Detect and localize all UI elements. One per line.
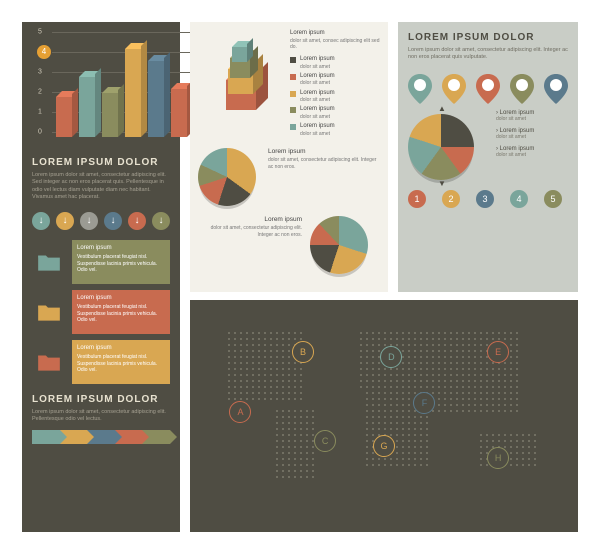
map-pin-icon: [510, 74, 534, 104]
folder-icon: [32, 340, 66, 384]
y-axis-label: 5: [38, 29, 42, 36]
triangle-up-icon: ▲: [438, 104, 446, 113]
map-pin-icon: [476, 74, 500, 104]
highlighted-tick-badge: 4: [37, 45, 51, 59]
bar: [148, 61, 164, 137]
arrow-down-icon: ↓: [32, 212, 50, 230]
legend-item: Lorem ipsumdolor sit amet: [290, 123, 380, 137]
map-marker: B: [292, 341, 314, 363]
arrow-down-icon: ↓: [80, 212, 98, 230]
y-axis-label: 1: [38, 109, 42, 116]
right-panel: LOREM IPSUM DOLOR Lorem ipsum dolor sit …: [398, 22, 578, 292]
step-badge: 1: [408, 190, 432, 208]
y-axis-label: 0: [38, 129, 42, 136]
pie-chart-2: [310, 216, 368, 274]
map-marker: E: [487, 341, 509, 363]
bar: [102, 93, 118, 137]
left-body: Lorem ipsum dolor sit amet, consectetur …: [32, 172, 170, 202]
map-pin-icon: [442, 74, 466, 104]
pie1-title: Lorem ipsum: [268, 148, 380, 156]
dotted-world-map: ABCDEFGH: [200, 310, 568, 522]
folder-list: Lorem ipsumVestibulum placerat feugiat n…: [32, 240, 170, 384]
folder-row: Lorem ipsumVestibulum placerat feugiat n…: [32, 290, 170, 334]
folder-icon: [32, 240, 66, 284]
pie-legend-item: › Lorem ipsumdolor sit amet: [496, 146, 568, 158]
pie-chart-3: [408, 114, 474, 180]
left-title-2: LOREM IPSUM DOLOR: [32, 394, 170, 405]
triangle-down-icon: ▼: [438, 179, 446, 188]
folder-text: Lorem ipsumVestibulum placerat feugiat n…: [72, 340, 170, 384]
stacked-cubes: [198, 30, 284, 110]
bar: [56, 97, 72, 137]
arrow-icons-row: ↓ ↓ ↓ ↓ ↓ ↓: [32, 212, 170, 230]
map-marker: G: [373, 435, 395, 457]
pie2-title: Lorem ipsum: [198, 216, 302, 224]
map-marker: H: [487, 447, 509, 469]
folder-icon: [32, 290, 66, 334]
bar: [79, 77, 95, 137]
folder-text: Lorem ipsumVestibulum placerat feugiat n…: [72, 290, 170, 334]
step-badge: 5: [544, 190, 568, 208]
bar: [125, 49, 141, 137]
step-badge: 4: [510, 190, 534, 208]
folder-row: Lorem ipsumVestibulum placerat feugiat n…: [32, 240, 170, 284]
right-body: Lorem ipsum dolor sit amet, consectetur …: [408, 47, 568, 62]
world-map-panel: ABCDEFGH: [190, 300, 578, 532]
cube: [232, 47, 247, 62]
pie-chart-1: [198, 148, 256, 206]
map-pins-row: [408, 74, 568, 104]
legend-item: Lorem ipsumdolor sit amet: [290, 90, 380, 104]
cubes-title: Lorem ipsum: [290, 30, 325, 36]
left-title: LOREM IPSUM DOLOR: [32, 157, 170, 168]
arrow-down-icon: ↓: [152, 212, 170, 230]
pie-legend-item: › Lorem ipsumdolor sit amet: [496, 110, 568, 122]
mid-panel: Lorem ipsum dolor sit amet, consec adipi…: [190, 22, 388, 292]
map-marker: D: [380, 346, 402, 368]
map-marker: A: [229, 401, 251, 423]
folder-text: Lorem ipsumVestibulum placerat feugiat n…: [72, 240, 170, 284]
left-panel: 0123445 LOREM IPSUM DOLOR Lorem ipsum do…: [22, 22, 180, 532]
legend-item: Lorem ipsumdolor sit amet: [290, 106, 380, 120]
pie2-text: dolor sit amet, consectetur adipiscing e…: [211, 225, 302, 238]
folder-row: Lorem ipsumVestibulum placerat feugiat n…: [32, 340, 170, 384]
left-body-2: Lorem ipsum dolor sit amet, consectetur …: [32, 409, 170, 424]
number-steps: 12345: [408, 190, 568, 208]
chevron-step: [32, 430, 60, 444]
arrow-down-icon: ↓: [56, 212, 74, 230]
cubes-text: dolor sit amet, consec adipiscing elit s…: [290, 38, 380, 50]
pie-legend-item: › Lorem ipsumdolor sit amet: [496, 128, 568, 140]
step-badge: 2: [442, 190, 466, 208]
map-pin-icon: [408, 74, 432, 104]
step-badge: 3: [476, 190, 500, 208]
arrow-down-icon: ↓: [128, 212, 146, 230]
map-pin-icon: [544, 74, 568, 104]
legend-item: Lorem ipsumdolor sit amet: [290, 56, 380, 70]
map-marker: C: [314, 430, 336, 452]
chevron-steps: [32, 430, 170, 444]
pie1-text: dolor sit amet, consectetur adipiscing e…: [268, 157, 376, 170]
bar: [171, 89, 187, 137]
right-title: LOREM IPSUM DOLOR: [408, 32, 568, 43]
bar-chart: 0123445: [32, 32, 170, 147]
y-axis-label: 2: [38, 89, 42, 96]
arrow-down-icon: ↓: [104, 212, 122, 230]
legend-item: Lorem ipsumdolor sit amet: [290, 73, 380, 87]
y-axis-label: 3: [38, 69, 42, 76]
